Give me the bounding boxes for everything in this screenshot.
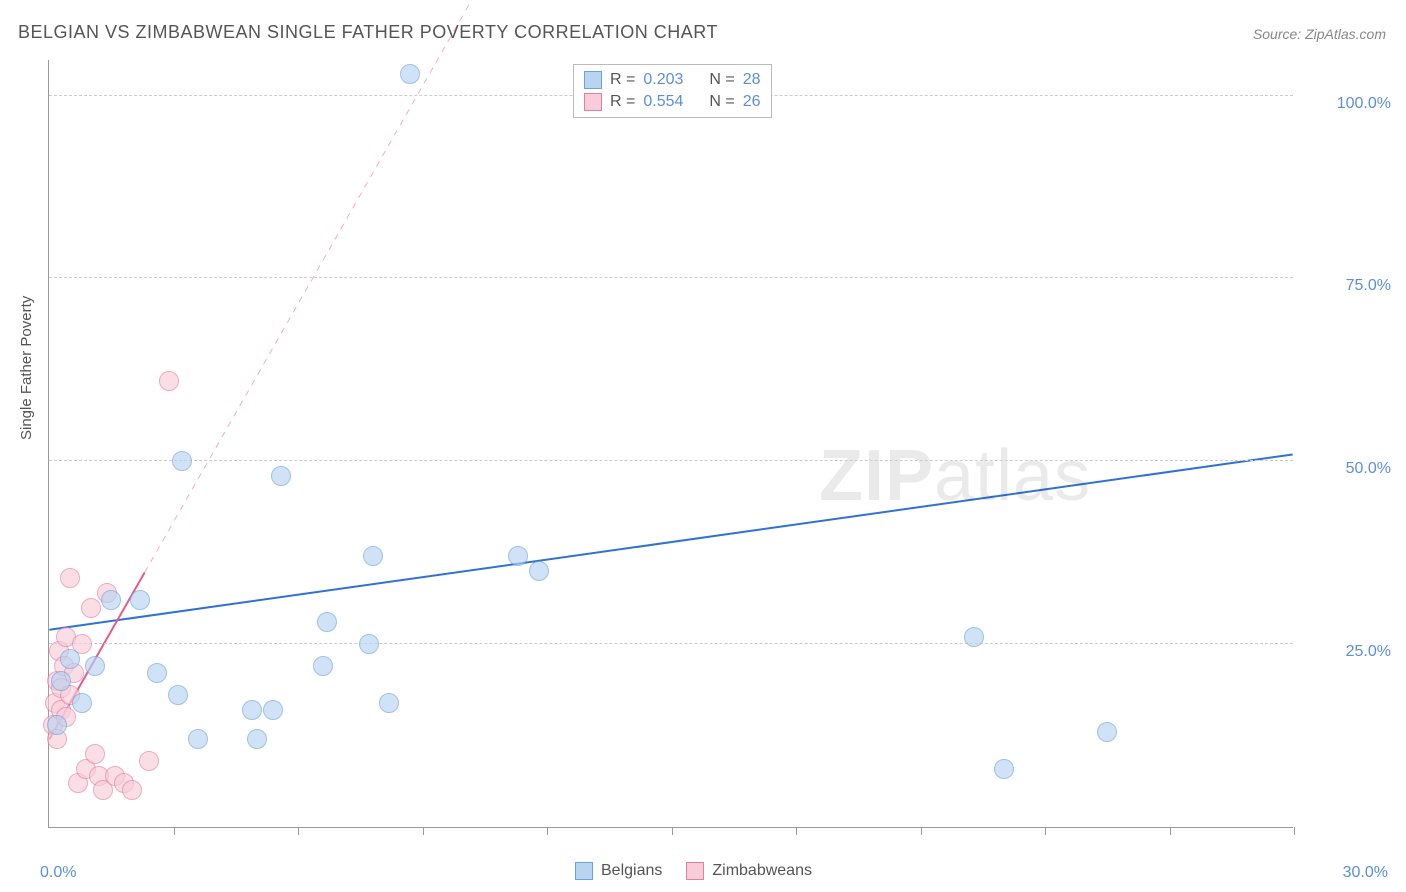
- n-value: 26: [743, 93, 761, 111]
- data-point: [247, 729, 267, 749]
- data-point: [130, 590, 150, 610]
- r-value: 0.554: [643, 93, 683, 111]
- data-point: [81, 598, 101, 618]
- data-point: [122, 780, 142, 800]
- data-point: [168, 685, 188, 705]
- n-value: 28: [743, 71, 761, 89]
- chart-container: BELGIAN VS ZIMBABWEAN SINGLE FATHER POVE…: [0, 0, 1406, 892]
- correlation-legend: R = 0.203 N = 28 R = 0.554 N = 26: [573, 64, 772, 118]
- source-attribution: Source: ZipAtlas.com: [1253, 26, 1386, 42]
- legend-series-label: Zimbabweans: [712, 862, 812, 880]
- data-point: [313, 656, 333, 676]
- data-point: [363, 546, 383, 566]
- chart-title: BELGIAN VS ZIMBABWEAN SINGLE FATHER POVE…: [18, 22, 718, 43]
- legend-swatch: [584, 93, 602, 111]
- legend-stat-row: R = 0.554 N = 26: [584, 91, 761, 113]
- n-label: N =: [709, 71, 734, 89]
- data-point: [60, 568, 80, 588]
- legend-series-label: Belgians: [601, 862, 662, 880]
- x-tick: [298, 827, 299, 835]
- legend-series-item: Belgians: [575, 862, 662, 880]
- y-tick-label: 25.0%: [1346, 643, 1391, 661]
- r-value: 0.203: [643, 71, 683, 89]
- data-point: [508, 546, 528, 566]
- data-point: [51, 671, 71, 691]
- data-point: [317, 612, 337, 632]
- legend-series-item: Zimbabweans: [686, 862, 812, 880]
- x-tick: [1294, 827, 1295, 835]
- trend-lines-layer: [49, 60, 1293, 827]
- data-point: [85, 656, 105, 676]
- legend-stat-row: R = 0.203 N = 28: [584, 69, 761, 91]
- x-tick: [796, 827, 797, 835]
- x-tick: [921, 827, 922, 835]
- y-tick-label: 75.0%: [1346, 277, 1391, 295]
- y-tick-label: 100.0%: [1337, 95, 1391, 113]
- watermark-bold: ZIP: [819, 436, 934, 516]
- grid-line: [49, 643, 1293, 644]
- r-label: R =: [610, 93, 635, 111]
- plot-area: R = 0.203 N = 28 R = 0.554 N = 26 ZIPatlas: [48, 60, 1293, 828]
- r-label: R =: [610, 71, 635, 89]
- x-tick: [423, 827, 424, 835]
- data-point: [379, 693, 399, 713]
- data-point: [60, 649, 80, 669]
- data-point: [172, 451, 192, 471]
- x-tick: [1045, 827, 1046, 835]
- grid-line: [49, 277, 1293, 278]
- data-point: [529, 561, 549, 581]
- x-tick: [672, 827, 673, 835]
- x-tick: [174, 827, 175, 835]
- data-point: [139, 751, 159, 771]
- legend-swatch: [686, 862, 704, 880]
- x-tick: [547, 827, 548, 835]
- data-point: [242, 700, 262, 720]
- data-point: [359, 634, 379, 654]
- watermark: ZIPatlas: [819, 435, 1091, 517]
- data-point: [47, 715, 67, 735]
- data-point: [101, 590, 121, 610]
- data-point: [271, 466, 291, 486]
- n-label: N =: [709, 93, 734, 111]
- legend-swatch: [575, 862, 593, 880]
- x-tick: [1170, 827, 1171, 835]
- series-legend: Belgians Zimbabweans: [575, 862, 812, 880]
- trend-line: [49, 454, 1292, 629]
- data-point: [72, 693, 92, 713]
- data-point: [159, 371, 179, 391]
- data-point: [85, 744, 105, 764]
- data-point: [964, 627, 984, 647]
- legend-swatch: [584, 71, 602, 89]
- y-axis-label: Single Father Poverty: [18, 296, 35, 440]
- grid-line: [49, 460, 1293, 461]
- x-axis-max-label: 30.0%: [1343, 864, 1388, 882]
- watermark-light: atlas: [934, 436, 1091, 516]
- y-tick-label: 50.0%: [1346, 460, 1391, 478]
- data-point: [1097, 722, 1117, 742]
- data-point: [263, 700, 283, 720]
- data-point: [994, 759, 1014, 779]
- data-point: [188, 729, 208, 749]
- x-axis-min-label: 0.0%: [40, 864, 76, 882]
- data-point: [147, 663, 167, 683]
- data-point: [400, 64, 420, 84]
